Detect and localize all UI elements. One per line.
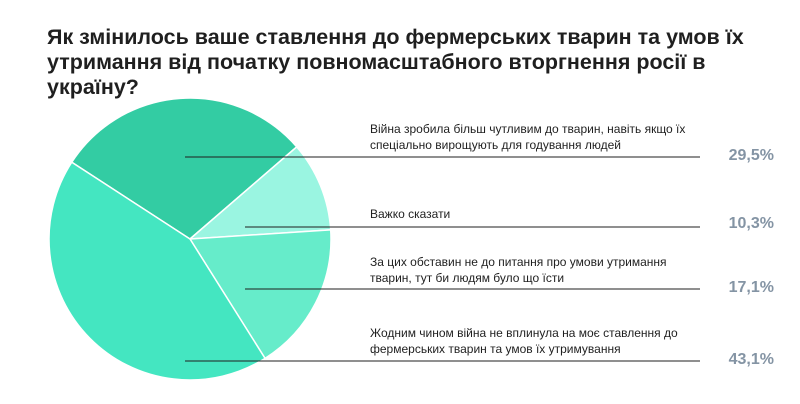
percent-label: 43,1% bbox=[728, 351, 774, 368]
pie-slice bbox=[188, 229, 332, 360]
pie-slices bbox=[48, 97, 332, 381]
pie-slice bbox=[48, 161, 267, 381]
category-label: Важко сказати bbox=[370, 207, 451, 221]
category-label: За цих обставин не до питання про умови … bbox=[370, 255, 667, 285]
percent-label: 10,3% bbox=[728, 215, 774, 232]
leader-lines bbox=[185, 156, 700, 362]
percent-label: 17,1% bbox=[728, 279, 774, 296]
category-label: Жодним чином війна не вплинула на моє ст… bbox=[370, 326, 678, 356]
percent-label: 29,5% bbox=[728, 147, 774, 164]
pie-slice bbox=[70, 97, 298, 240]
page-title: Як змінилось ваше ставлення до фермерськ… bbox=[47, 25, 744, 99]
category-label: Війна зробила більш чутливим до тварин, … bbox=[370, 122, 686, 152]
